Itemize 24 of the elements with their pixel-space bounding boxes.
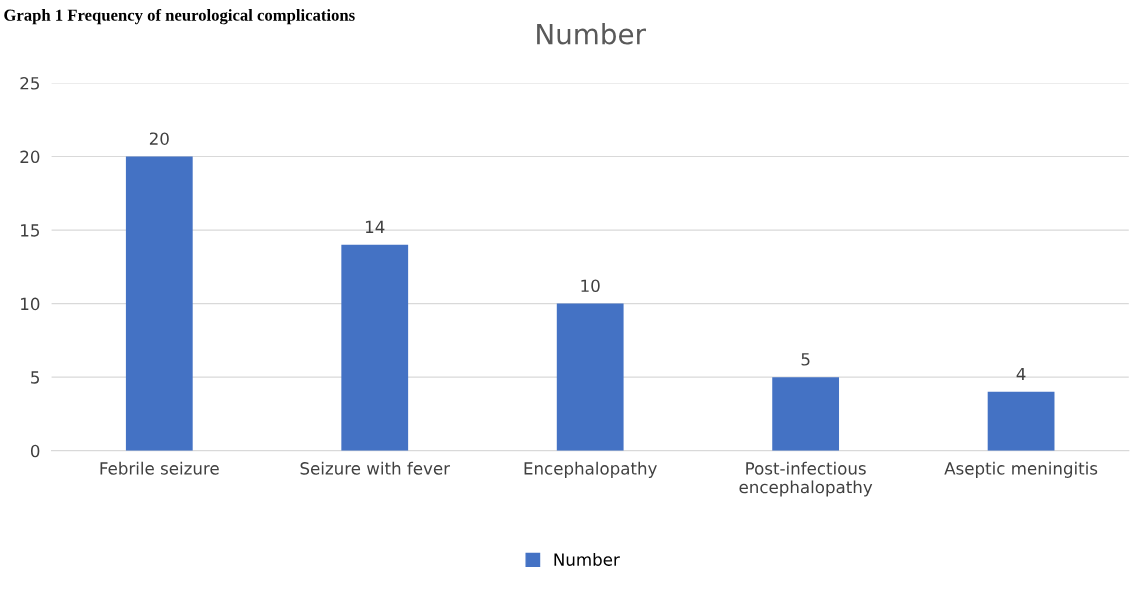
- x-tick-label: Encephalopathy: [524, 461, 657, 478]
- y-tick-label: 20: [20, 150, 40, 164]
- data-label: 5: [801, 353, 810, 366]
- x-tick-label: Febrile seizure: [100, 461, 219, 475]
- y-tick-label: 10: [21, 297, 40, 311]
- y-tick-label: 15: [21, 224, 39, 237]
- bar: [772, 377, 840, 451]
- data-label: 10: [581, 279, 600, 293]
- data-label: 20: [149, 132, 169, 145]
- bar: [125, 156, 193, 451]
- data-label: 14: [365, 220, 385, 233]
- y-tick-label: 0: [30, 444, 40, 458]
- bar: [987, 391, 1055, 451]
- bar: [556, 303, 624, 451]
- x-tick-label: Seizure with fever: [300, 461, 451, 475]
- data-label: 4: [1016, 367, 1026, 381]
- caption: Graph 1 Frequency of neurological complications: [4, 8, 355, 25]
- bar: [341, 244, 409, 451]
- y-tick-label: 25: [20, 76, 39, 90]
- y-tick-label: 5: [31, 371, 39, 384]
- x-tick-label: Aseptic meningitis: [944, 461, 1098, 478]
- x-tick-label: Post-infectious encephalopathy: [739, 461, 873, 497]
- legend-label: Number: [554, 552, 620, 566]
- chart-title: Number: [537, 23, 646, 45]
